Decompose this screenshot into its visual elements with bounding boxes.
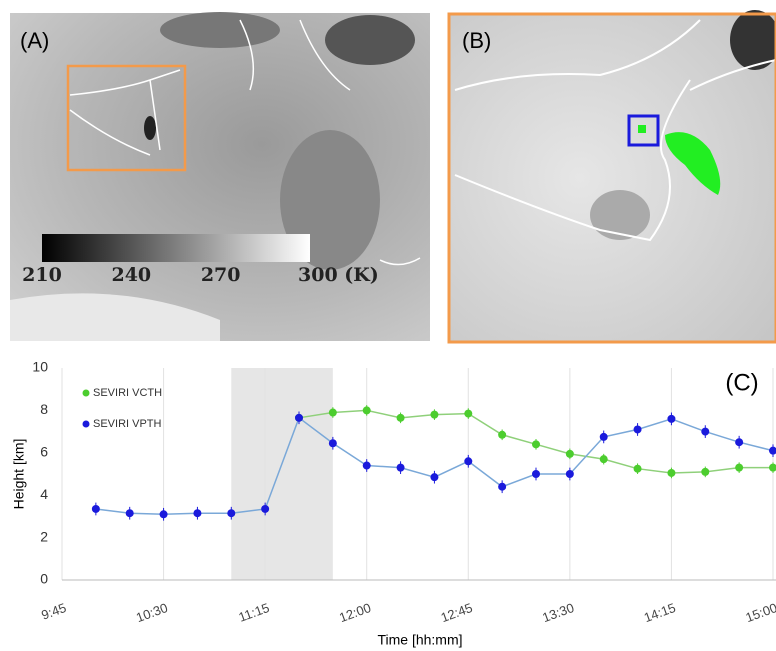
data-point [328,439,337,448]
land [10,293,220,341]
y-tick-label: 2 [40,528,48,544]
y-tick-label: 0 [40,571,48,587]
data-point [362,461,371,470]
x-tick-label: 9:45 [39,600,68,623]
data-point [261,504,270,513]
y-axis-label: Height [km] [11,439,27,510]
coastline [454,19,776,242]
x-tick-label: 10:30 [134,600,170,625]
x-axis-label: Time [hh:mm] [377,632,462,648]
data-point [295,413,303,422]
x-tick-label: 15:00 [743,600,776,625]
plume [144,116,156,140]
data-point [464,409,473,418]
data-point [193,509,202,518]
y-tick-label: 10 [32,359,48,375]
vent-box [627,114,660,147]
cloud [160,12,280,48]
satellite-image [449,14,776,342]
data-point [396,463,405,472]
data-point [701,467,710,476]
cloud [730,10,776,70]
legend-label: SEVIRI VPTH [93,418,162,430]
plume [665,132,721,195]
x-tick-label: 12:45 [439,600,475,625]
data-point [532,470,540,478]
data-point [396,413,405,422]
legend-label: SEVIRI VCTH [93,387,162,399]
y-tick-label: 8 [40,401,48,417]
x-tick-label: 14:15 [642,600,678,625]
shaded-period [231,368,333,580]
data-point [633,425,642,434]
data-point [91,504,100,513]
data-point [667,414,676,423]
x-tick-label: 11:15 [237,600,272,625]
data-point [599,455,608,464]
y-tick-label: 6 [40,444,48,460]
data-point [735,438,744,447]
panel-a: (A) [10,12,430,341]
zoom-box [66,64,187,172]
data-point [633,464,642,473]
data-point [159,510,168,519]
data-point [430,473,439,482]
chart: (C) Time [hh:mm] Height [km] [11,369,759,647]
legend-marker [82,389,90,397]
data-point [599,432,608,441]
legend-marker [82,420,90,428]
data-point [701,427,710,436]
data-point [565,470,574,478]
colorbar-tick-label: 300 (K) [298,264,379,286]
panel-label: (A) [20,28,49,53]
data-point [464,457,473,466]
data-point [769,446,776,455]
data-point [667,468,676,477]
colorbar [42,234,310,262]
data-point [328,408,337,417]
y-tick-label: 4 [40,486,48,502]
coastline [69,19,421,266]
panel-border [447,12,776,344]
data-point [227,509,236,518]
colorbar-tick-label: 210 [22,264,62,286]
data-point [735,463,744,472]
cloud [325,15,415,65]
plume [638,125,646,133]
data-point [565,449,574,458]
data-point [532,440,540,449]
data-point [125,509,134,518]
panel-label: (B) [462,28,491,53]
annotation: (C) [725,369,758,396]
data-point [430,410,439,419]
colorbar-tick-label: 240 [111,264,151,286]
x-tick-label: 12:00 [337,600,373,625]
colorbar-tick-label: 270 [201,264,241,286]
data-point [498,430,507,439]
data-point [362,406,371,415]
data-point [498,482,507,491]
x-tick-label: 13:30 [540,600,576,625]
panel-b: (B) [447,10,776,344]
data-point [769,463,776,472]
cloud [590,190,650,240]
